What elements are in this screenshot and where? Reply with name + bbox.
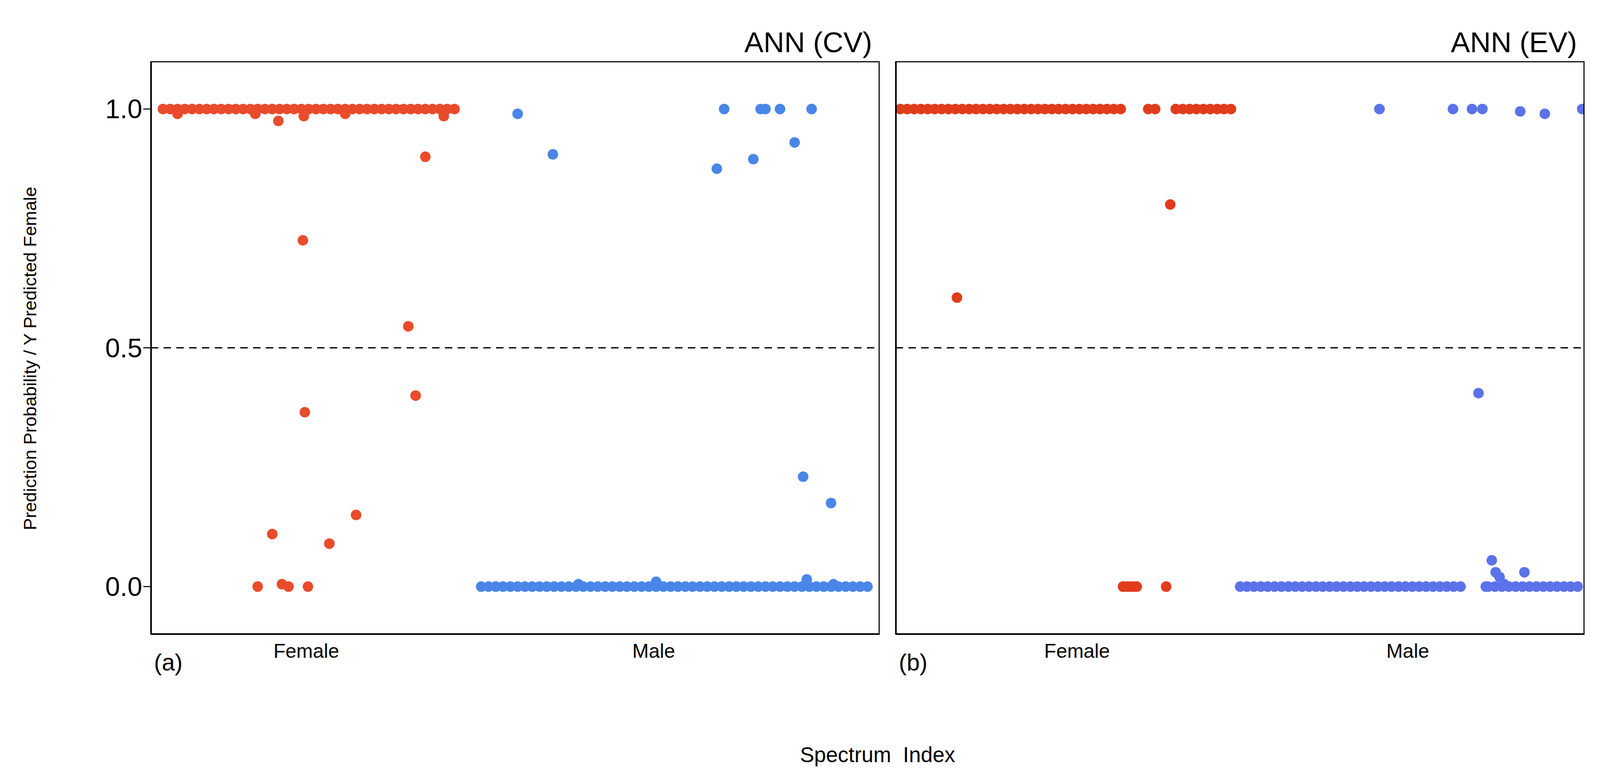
html-text:ANN (CV): ANN (CV) (744, 26, 873, 59)
svg-text:Female: Female (1044, 640, 1110, 663)
svg-text:Male: Male (632, 640, 676, 663)
svg-text:Female: Female (273, 640, 339, 663)
html-text:(b): (b) (898, 649, 928, 676)
html-text:(a): (a) (153, 649, 183, 676)
svg-text:1.0: 1.0 (104, 94, 143, 125)
html-text:Prediction Probability / Y Pre: Prediction Probability / Y Predicted Fem… (19, 186, 40, 531)
svg-text:0.0: 0.0 (104, 572, 143, 603)
svg-text:Male: Male (1386, 640, 1429, 663)
html-text:Spectrum Index: Spectrum Index (799, 743, 956, 767)
svg-text:0.5: 0.5 (104, 333, 143, 364)
html-text:ANN (EV): ANN (EV) (1450, 26, 1578, 59)
